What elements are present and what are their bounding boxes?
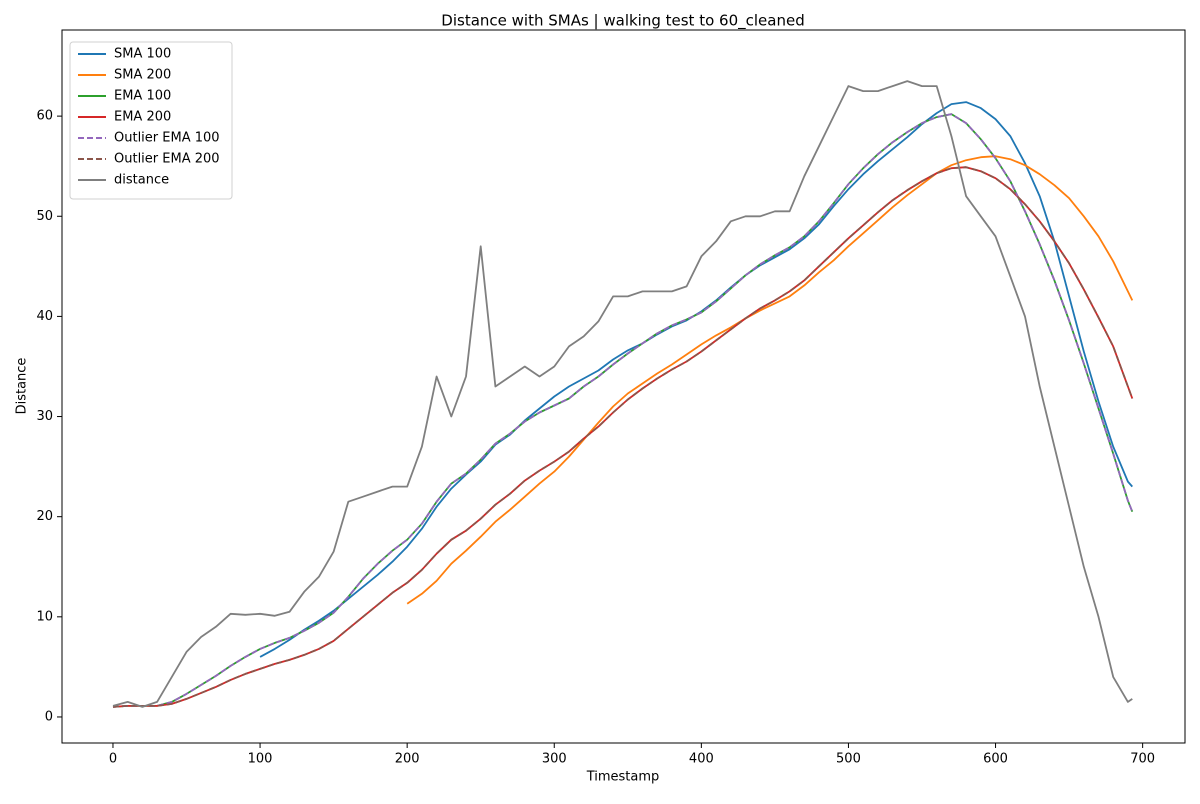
legend-label: Outlier EMA 200 [114, 152, 220, 167]
y-tick-label: 40 [36, 309, 53, 324]
y-tick-label: 10 [36, 609, 53, 624]
series-line [406, 155, 1134, 605]
chart-title: Distance with SMAs | walking test to 60_… [441, 12, 804, 31]
series-line [112, 166, 1134, 708]
series-line [112, 80, 1133, 708]
x-tick-label: 0 [109, 752, 117, 767]
x-axis-label: Timestamp [586, 770, 660, 785]
legend-label: EMA 100 [114, 89, 171, 104]
x-tick-label: 200 [395, 752, 420, 767]
x-tick-label: 400 [689, 752, 714, 767]
x-tick-label: 500 [836, 752, 861, 767]
y-axis-label: Distance [15, 358, 30, 415]
x-tick-label: 100 [248, 752, 273, 767]
legend-label: SMA 100 [114, 47, 171, 62]
y-tick-label: 60 [36, 109, 53, 124]
legend-label: distance [114, 173, 169, 188]
y-tick-label: 50 [36, 209, 53, 224]
plot-area [112, 80, 1134, 708]
plot-frame [61, 29, 1186, 744]
y-tick-label: 0 [45, 709, 53, 724]
legend-label: EMA 200 [114, 110, 171, 125]
legend-label: SMA 200 [114, 68, 171, 83]
series-line [112, 113, 1134, 708]
legend-box [69, 41, 233, 200]
x-tick-label: 700 [1130, 752, 1155, 767]
y-tick-label: 30 [36, 409, 53, 424]
x-tick-label: 300 [542, 752, 567, 767]
y-tick-label: 20 [36, 509, 53, 524]
legend-label: Outlier EMA 100 [114, 131, 220, 146]
x-tick-label: 600 [983, 752, 1008, 767]
